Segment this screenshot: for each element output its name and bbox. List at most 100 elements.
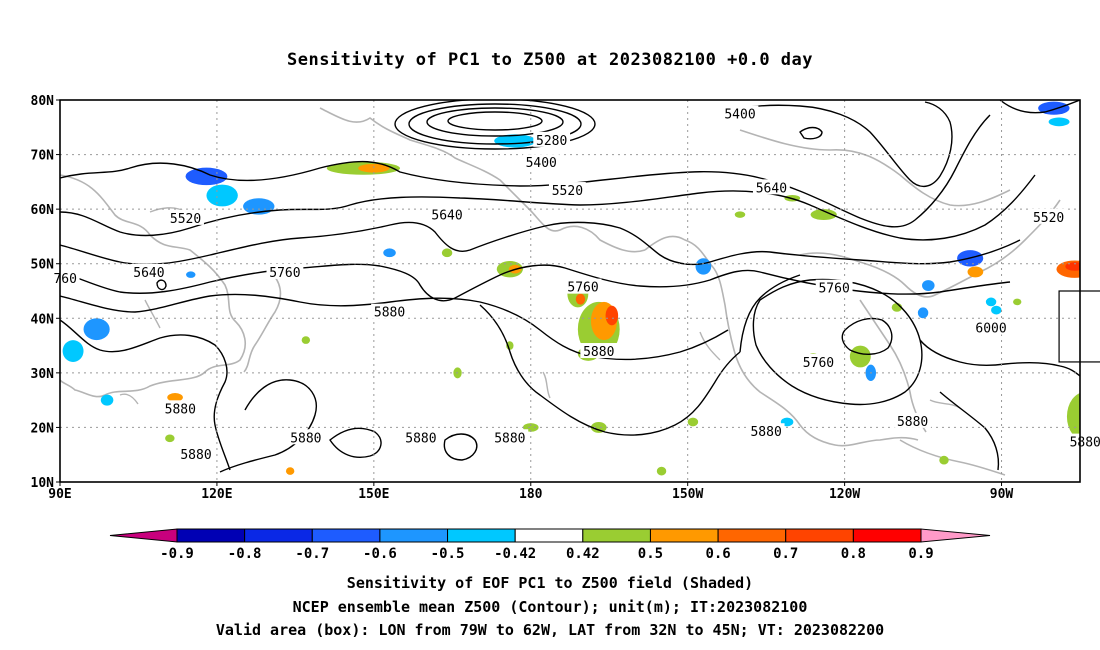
- lat-tick-label: 60N: [31, 203, 55, 218]
- colorbar-label: -0.42: [494, 546, 536, 562]
- sensitivity-patch: [441, 248, 453, 258]
- contour-label-bg: [533, 131, 571, 147]
- lon-tick-label: 180: [519, 487, 543, 502]
- caption-line-3: Valid area (box): LON from 79W to 62W, L…: [215, 621, 885, 639]
- colorbar-segment: [514, 528, 584, 543]
- sensitivity-patch: [62, 340, 84, 362]
- sensitivity-patch: [1065, 262, 1080, 271]
- contour-label: 5400: [522, 154, 560, 171]
- lon-tick-label: 150W: [672, 487, 703, 502]
- sensitivity-patch: [985, 297, 997, 307]
- colorbar-segment: [379, 528, 449, 543]
- colorbar-label: 0.5: [638, 546, 663, 562]
- contour-labels: 5400 5280 5400 5520 5640 5520 5640 5520 5640 5760…: [50, 105, 1100, 463]
- colorbar-label: -0.7: [295, 546, 329, 562]
- contour-label-bg: [752, 179, 790, 195]
- contour-label: 5880: [371, 303, 408, 321]
- colorbar-label: 0.42: [566, 546, 600, 562]
- contour-label: 5760: [266, 263, 304, 281]
- contour-label: 5880: [894, 412, 932, 430]
- contour-label-bg: [371, 303, 408, 319]
- contour-label: 5880: [747, 423, 785, 440]
- colorbar-label: -0.5: [431, 546, 465, 562]
- sensitivity-patch: [167, 393, 183, 402]
- colorbar-segment: [852, 528, 922, 543]
- colorbar-segment: [176, 528, 246, 543]
- contour-label: 5880: [161, 400, 199, 417]
- colorbar-segment: [717, 528, 787, 543]
- colorbar-segment: [311, 528, 381, 543]
- sensitivity-patch: [185, 167, 228, 186]
- lon-tick-label: 150E: [358, 487, 389, 502]
- map-frame: [59, 99, 1081, 483]
- colorbar-segment: [649, 528, 719, 543]
- contour-label-text: 5880: [750, 425, 781, 440]
- contour-label-text: 5880: [583, 345, 614, 360]
- contour-label-bg: [50, 269, 80, 285]
- contour-label-bg: [1066, 433, 1100, 449]
- contour-label-text: 5640: [133, 266, 164, 281]
- contour-label: 5880: [1066, 433, 1100, 451]
- contour-label-text: 5760: [818, 282, 849, 297]
- sensitivity-patch: [186, 271, 196, 278]
- lat-tick-label: 40N: [31, 312, 55, 327]
- sensitivity-patch: [967, 266, 984, 278]
- colorbar: -0.9 -0.8 -0.7 -0.6 -0.5 -0.42 0.42 0.5 0.6 0.7 0.…: [109, 528, 991, 562]
- contour-label-text: 5760: [803, 356, 834, 371]
- lat-lon-grid: [60, 100, 1080, 482]
- contour-label-bg: [491, 429, 529, 445]
- contour-label-text: 5880: [494, 431, 525, 446]
- contour-label-bg: [564, 278, 602, 294]
- contour-label: 5520: [1030, 208, 1068, 226]
- contour-label-bg: [177, 446, 215, 462]
- lat-tick-label: 10N: [31, 476, 55, 491]
- sensitivity-patch: [83, 318, 110, 341]
- colorbar-label: -0.6: [363, 546, 397, 562]
- contour-label: 6000: [972, 319, 1010, 337]
- sensitivity-patch: [301, 336, 311, 344]
- sensitivity-patch: [734, 211, 746, 218]
- caption-line-2: NCEP ensemble mean Z500 (Contour); unit(…: [292, 598, 808, 616]
- sensitivity-patch: [1048, 117, 1070, 127]
- sensitivity-patch: [917, 307, 929, 319]
- sensitivity-patch: [695, 258, 712, 275]
- contour-label-bg: [815, 279, 853, 295]
- sensitivity-patch: [1092, 410, 1100, 423]
- contour-label-text: 5880: [165, 402, 196, 417]
- lon-tick-label: 120W: [829, 487, 860, 502]
- sensitivity-patch: [358, 163, 390, 173]
- contour-label: 5640: [130, 263, 168, 281]
- sensitivity-patch: [285, 467, 295, 475]
- sensitivity-patch: [575, 293, 586, 305]
- contour-label-bg: [428, 206, 466, 222]
- contour-label-bg: [522, 154, 560, 170]
- contour-label: 5760: [564, 278, 602, 296]
- colorbar-label: 0.9: [908, 546, 933, 562]
- colorbar-label: -0.9: [160, 546, 194, 562]
- lon-tick-label: 90W: [990, 487, 1014, 502]
- colorbar-segment: [244, 528, 313, 543]
- contour-label-bg: [130, 263, 168, 279]
- contour-label-bg: [721, 105, 759, 121]
- contour-label-text: 5880: [405, 431, 436, 446]
- contour-label-text: 5400: [526, 156, 557, 171]
- sensitivity-patch: [991, 305, 1002, 315]
- sensitivity-patch: [656, 466, 667, 476]
- contour-label: 5880: [491, 429, 529, 446]
- contour-label: 5880: [177, 446, 215, 463]
- colorbar-label: -0.8: [228, 546, 262, 562]
- contour-label-text: 6000: [975, 322, 1006, 337]
- sensitivity-patch: [206, 184, 238, 207]
- contour-label-bg: [972, 319, 1010, 335]
- contour-label: 5520: [548, 182, 586, 199]
- colorbar-low-arrow: [109, 528, 178, 543]
- colorbar-segment: [785, 528, 854, 543]
- contour-label-bg: [894, 412, 932, 428]
- contour-label: 5760: [800, 353, 837, 371]
- colorbar-label: 0.7: [773, 546, 798, 562]
- contour-label-text: 5640: [756, 181, 787, 196]
- sensitivity-patch: [165, 434, 175, 443]
- contour-label: 5880: [580, 343, 618, 360]
- sensitivity-patch: [810, 209, 837, 221]
